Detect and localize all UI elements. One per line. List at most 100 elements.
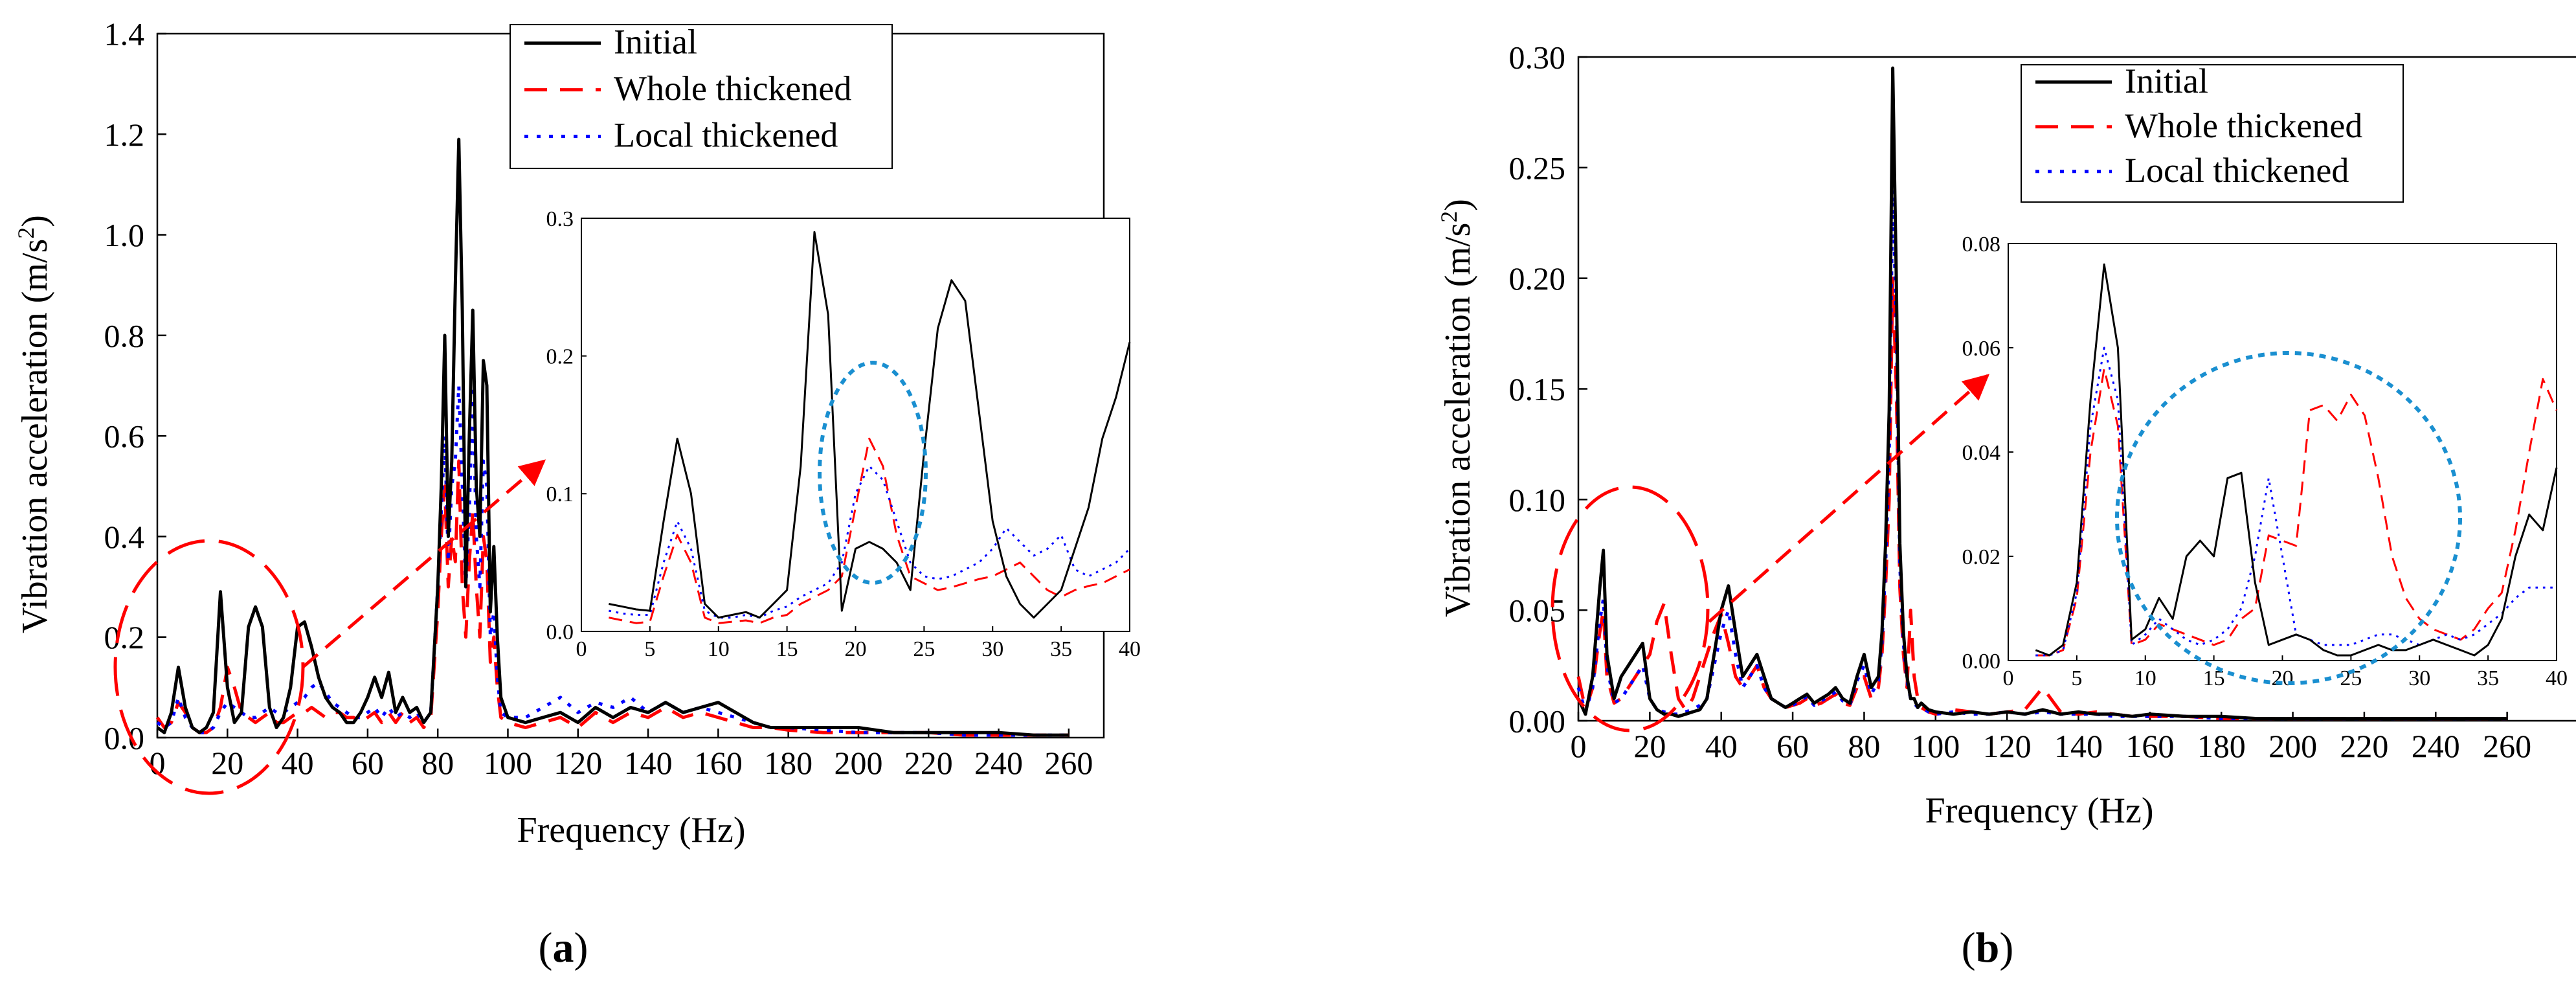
inset-b-series-initial (2035, 263, 2558, 657)
inset-b-xtick-label: 0 (2003, 666, 2014, 690)
plot-a-xtick-label: 120 (554, 745, 602, 781)
plot-a-xtick-label: 80 (421, 745, 454, 781)
plot-b-ytick-label: 0.25 (1509, 150, 1566, 186)
plot-a-ytick-label: 0.6 (104, 418, 145, 455)
annotations-b (1551, 351, 2462, 732)
detail-ellipse-a (818, 361, 928, 585)
plot-a-series-initial (156, 137, 1069, 737)
chart-panel-a: 0 20 40 60 80 100 120 140 160 180 200 220 240 2600.00… (13, 16, 1141, 972)
zoom-arrow-a (302, 459, 546, 668)
legend-b: Initial Whole thickened Local thickened (2021, 62, 2404, 203)
ylabel-a: Vibration acceleration (m/s2) (13, 215, 55, 633)
zoom-arrow-b (1708, 374, 1989, 623)
inset-a-xtick-label: 10 (708, 637, 730, 661)
plot-b-xtick-label: 100 (1911, 728, 1960, 764)
legend-a-entry: Whole thickened (614, 69, 851, 108)
plot-b-xtick-label: 120 (1983, 728, 2032, 764)
inset-b-ytick-label: 0.04 (1962, 441, 2001, 465)
annotations-a (113, 361, 928, 795)
plot-b-ytick-label: 0.20 (1509, 260, 1566, 297)
plot-b-xtick-label: 200 (2268, 728, 2317, 764)
inset-b-ytick-label: 0.00 (1962, 650, 2001, 674)
plot-b-ytick-label: 0.05 (1509, 593, 1566, 629)
plot-a-ytick-label: 0.8 (104, 317, 145, 354)
plot-b-xtick-label: 0 (1571, 728, 1587, 764)
inset-b-xtick-label: 10 (2134, 666, 2156, 690)
inset-a-xtick-label: 5 (644, 637, 655, 661)
inset-b-series-whole-thickened (2035, 367, 2558, 657)
legend-b-entry: Local thickened (2125, 151, 2349, 190)
plot-a-ytick-label: 0.0 (104, 720, 145, 756)
plot-a-xtick-label: 260 (1044, 745, 1093, 781)
plot-a-ytick-label: 0.2 (104, 619, 145, 655)
plot-b-series-whole-thickened (1576, 277, 2507, 721)
inset-b-xtick-label: 5 (2071, 666, 2082, 690)
plot-b-xtick-label: 40 (1705, 728, 1738, 764)
panel-label-a: (a) (539, 924, 588, 971)
legend-a-entry: Initial (614, 23, 697, 62)
inset-a-xtick-label: 40 (1119, 637, 1141, 661)
inset-a-xtick-label: 20 (845, 637, 867, 661)
plot-a-xtick-label: 220 (904, 745, 953, 781)
inset-a-xtick-label: 35 (1050, 637, 1072, 661)
detail-ellipse-b (2115, 351, 2462, 685)
plot-b-xtick-label: 260 (2483, 728, 2531, 764)
inset-b-xtick-label: 20 (2272, 666, 2294, 690)
xlabel-a: Frequency (Hz) (517, 810, 746, 850)
plot-b-xtick-label: 80 (1848, 728, 1880, 764)
plot-a-xtick-label: 160 (694, 745, 743, 781)
plot-b-ytick-label: 0.30 (1509, 40, 1566, 76)
inset-a-ytick-label: 0.0 (546, 620, 574, 644)
inset-a-series-initial (609, 231, 1131, 619)
inset-a-series-whole-thickened (609, 437, 1130, 624)
plot-b-ytick-label: 0.10 (1509, 482, 1566, 518)
plot-b-ytick-label: 0.15 (1509, 371, 1566, 407)
plot-a-series-whole-thickened (155, 459, 1069, 737)
legend-b-entry: Initial (2125, 62, 2208, 100)
inset-plot-b: 0 5 10 15 20 25 30 35 400.000.020.040.060.08 (1962, 232, 2568, 690)
inset-a-ytick-label: 0.3 (546, 207, 574, 231)
plot-a-ytick-label: 1.0 (104, 217, 145, 253)
legend-a-box (510, 24, 893, 169)
plot-b-series-initial (1576, 66, 2507, 721)
plot-a-xtick-label: 180 (764, 745, 812, 781)
plot-a-ytick-label: 1.4 (104, 16, 145, 52)
plot-b-ytick-label: 0.00 (1509, 703, 1566, 740)
inset-a-frame (581, 218, 1130, 632)
plot-a-ytick-label: 0.4 (104, 519, 145, 555)
plot-a-xtick-label: 60 (352, 745, 384, 781)
inset-b-ytick-label: 0.06 (1962, 337, 2001, 361)
legend-b-box (2021, 64, 2404, 203)
highlight-ellipse-b (1551, 485, 1710, 732)
plot-b-xtick-label: 60 (1776, 728, 1809, 764)
inset-a-xtick-label: 25 (913, 637, 935, 661)
plot-b-xtick-label: 160 (2125, 728, 2174, 764)
plot-a-xtick-label: 200 (834, 745, 882, 781)
chart-panel-b: 0 20 40 60 80 100 120 140 160 180 200 220 240 2600.00… (1436, 40, 2576, 971)
main-plot-b: 0 20 40 60 80 100 120 140 160 180 200 220 240 2600.00… (1509, 40, 2576, 764)
legend-a: Initial Whole thickened Local thickened (510, 23, 893, 169)
inset-b-frame (2008, 243, 2557, 661)
inset-plot-a: 0 5 10 15 20 25 30 35 40 0.0 0.1 0.2 0.3 (546, 207, 1141, 661)
inset-a-xtick-label: 30 (981, 637, 1003, 661)
plot-a-xtick-label: 20 (211, 745, 243, 781)
inset-b-xtick-label: 40 (2546, 666, 2568, 690)
plot-a-xtick-label: 240 (974, 745, 1023, 781)
inset-b-xtick-label: 30 (2408, 666, 2430, 690)
plot-a-ytick-label: 1.2 (104, 117, 145, 153)
inset-a-xtick-label: 15 (776, 637, 798, 661)
main-plot-a: 0 20 40 60 80 100 120 140 160 180 200 220 240 260 0.0 0… (104, 16, 1105, 781)
inset-a-ytick-label: 0.1 (546, 482, 574, 506)
plot-a-xtick-label: 100 (484, 745, 532, 781)
plot-b-xtick-label: 140 (2054, 728, 2103, 764)
inset-a-ytick-label: 0.2 (546, 345, 574, 369)
plot-a-xtick-label: 140 (624, 745, 673, 781)
xlabel-b: Frequency (Hz) (1925, 791, 2154, 831)
legend-b-entry: Whole thickened (2125, 106, 2362, 145)
inset-b-ytick-label: 0.02 (1962, 545, 2001, 569)
plot-b-xtick-label: 180 (2197, 728, 2246, 764)
inset-b-ytick-label: 0.08 (1962, 232, 2001, 256)
plot-a-xtick-label: 40 (282, 745, 314, 781)
inset-b-xtick-label: 35 (2477, 666, 2499, 690)
